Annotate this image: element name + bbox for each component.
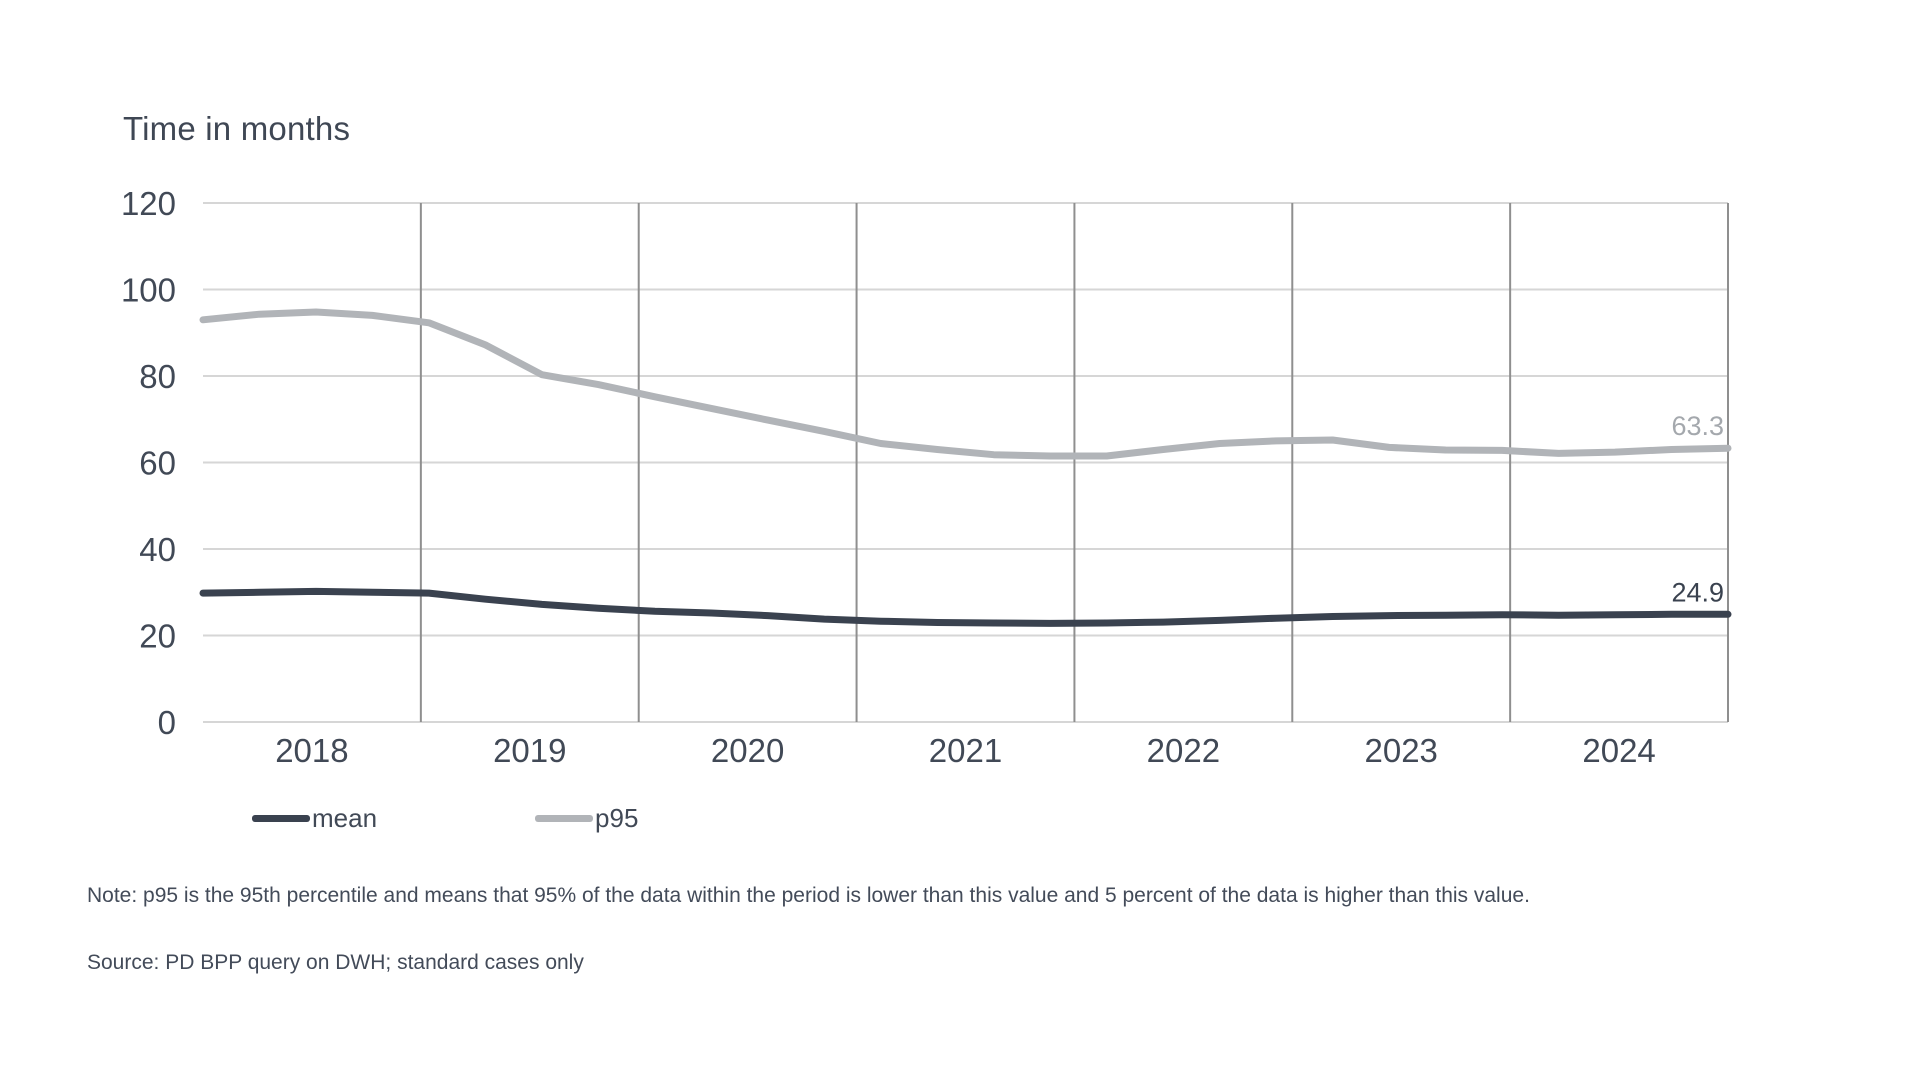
note-text: Note: p95 is the 95th percentile and mea… — [87, 884, 1530, 907]
y-tick-label: 40 — [139, 531, 176, 568]
x-tick-label: 2024 — [1582, 732, 1655, 769]
x-tick-label: 2019 — [493, 732, 566, 769]
end-value-label-mean: 24.9 — [1671, 577, 1724, 607]
legend-item-mean: mean — [252, 803, 377, 834]
y-tick-label: 0 — [158, 704, 176, 741]
legend-label-p95: p95 — [595, 803, 639, 833]
y-tick-label: 80 — [139, 358, 176, 395]
x-tick-label: 2021 — [929, 732, 1002, 769]
x-tick-label: 2023 — [1365, 732, 1438, 769]
y-tick-label: 100 — [121, 272, 176, 309]
legend-swatch-mean — [252, 815, 310, 822]
legend-label-mean: mean — [312, 803, 378, 833]
legend-swatch-p95 — [535, 815, 594, 822]
y-tick-label: 60 — [139, 445, 176, 482]
y-tick-label: 120 — [121, 185, 176, 222]
end-value-label-p95: 63.3 — [1671, 411, 1724, 441]
x-tick-label: 2018 — [275, 732, 348, 769]
x-tick-label: 2022 — [1147, 732, 1220, 769]
x-tick-label: 2020 — [711, 732, 784, 769]
chart-title: Time in months — [123, 110, 351, 147]
source-text: Source: PD BPP query on DWH; standard ca… — [87, 951, 584, 974]
legend: mean p95 — [252, 803, 638, 834]
series-line-p95 — [199, 308, 1732, 460]
legend-item-p95: p95 — [535, 803, 638, 834]
y-tick-label: 20 — [139, 618, 176, 655]
series-line-mean — [199, 587, 1732, 627]
